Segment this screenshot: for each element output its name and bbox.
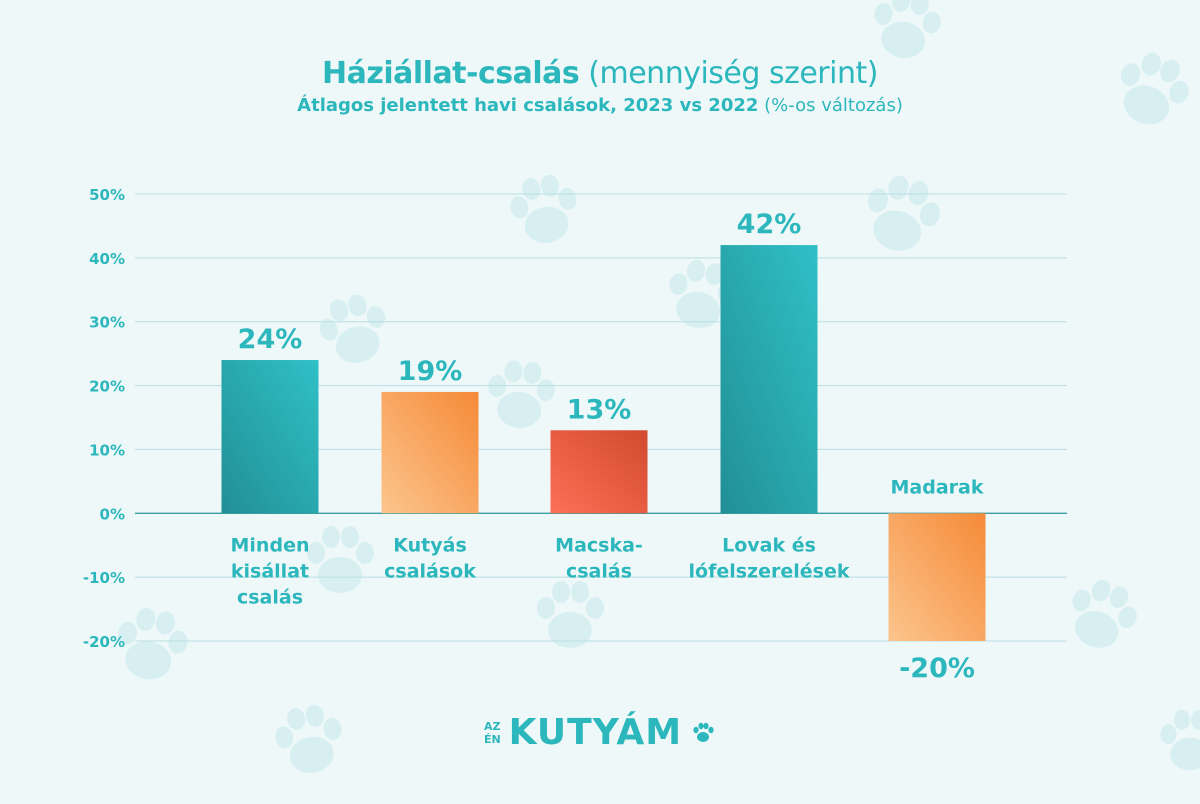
- bar: [720, 245, 818, 514]
- brand-small-top: AZ: [484, 719, 501, 733]
- brand-logo: AZ ÉN KUTYÁM: [0, 712, 1200, 753]
- category-label: Madarak: [891, 476, 984, 498]
- y-tick-label: 20%: [89, 378, 125, 396]
- brand-small-text: AZ ÉN: [484, 720, 501, 746]
- chart-title-main: Háziállat-csalás: [322, 56, 580, 91]
- value-label: -20%: [899, 653, 975, 684]
- y-tick-label: 0%: [100, 505, 125, 523]
- chart-subtitle-sub: (%-os változás): [764, 95, 903, 116]
- bar: [221, 360, 319, 514]
- y-tick-label: -10%: [83, 569, 125, 587]
- chart-header: Háziállat-csalás (mennyiség szerint) Átl…: [0, 56, 1200, 116]
- y-tick-label: 30%: [89, 314, 125, 332]
- chart-title-sub: (mennyiség szerint): [588, 56, 878, 91]
- category-label: Kutyás csalások: [384, 534, 476, 582]
- value-label: 42%: [737, 209, 802, 240]
- bar: [550, 430, 648, 514]
- paw-decoration: [319, 294, 386, 363]
- paw-decoration: [537, 581, 604, 648]
- category-label: Lovak és lófelszerelések: [689, 534, 850, 582]
- brand-name: KUTYÁM: [508, 712, 683, 753]
- chart-subtitle: Átlagos jelentett havi csalások, 2023 vs…: [0, 95, 1200, 116]
- paw-decoration: [117, 607, 188, 680]
- y-tick-label: 10%: [89, 441, 125, 459]
- category-label: Macska-csalás: [555, 534, 643, 582]
- bar: [888, 513, 986, 641]
- paw-decoration: [307, 526, 374, 593]
- value-label: 24%: [238, 324, 303, 355]
- value-label: 13%: [567, 394, 632, 425]
- chart-subtitle-main: Átlagos jelentett havi csalások, 2023 vs…: [297, 95, 759, 116]
- category-label: Minden kisállat csalás: [231, 534, 310, 608]
- chart-title: Háziállat-csalás (mennyiség szerint): [0, 56, 1200, 91]
- brand-small-bottom: ÉN: [483, 732, 501, 746]
- y-tick-label: 50%: [89, 186, 125, 204]
- paw-decoration: [1072, 579, 1137, 648]
- bar: [381, 391, 479, 514]
- paw-decoration: [874, 0, 941, 58]
- value-label: 19%: [398, 356, 463, 387]
- paw-icon: [693, 722, 714, 742]
- y-tick-label: 40%: [89, 250, 125, 268]
- paw-decoration: [1160, 709, 1200, 771]
- y-tick-label: -20%: [83, 633, 125, 651]
- paw-decoration: [1120, 52, 1189, 125]
- paw-decoration: [275, 704, 342, 773]
